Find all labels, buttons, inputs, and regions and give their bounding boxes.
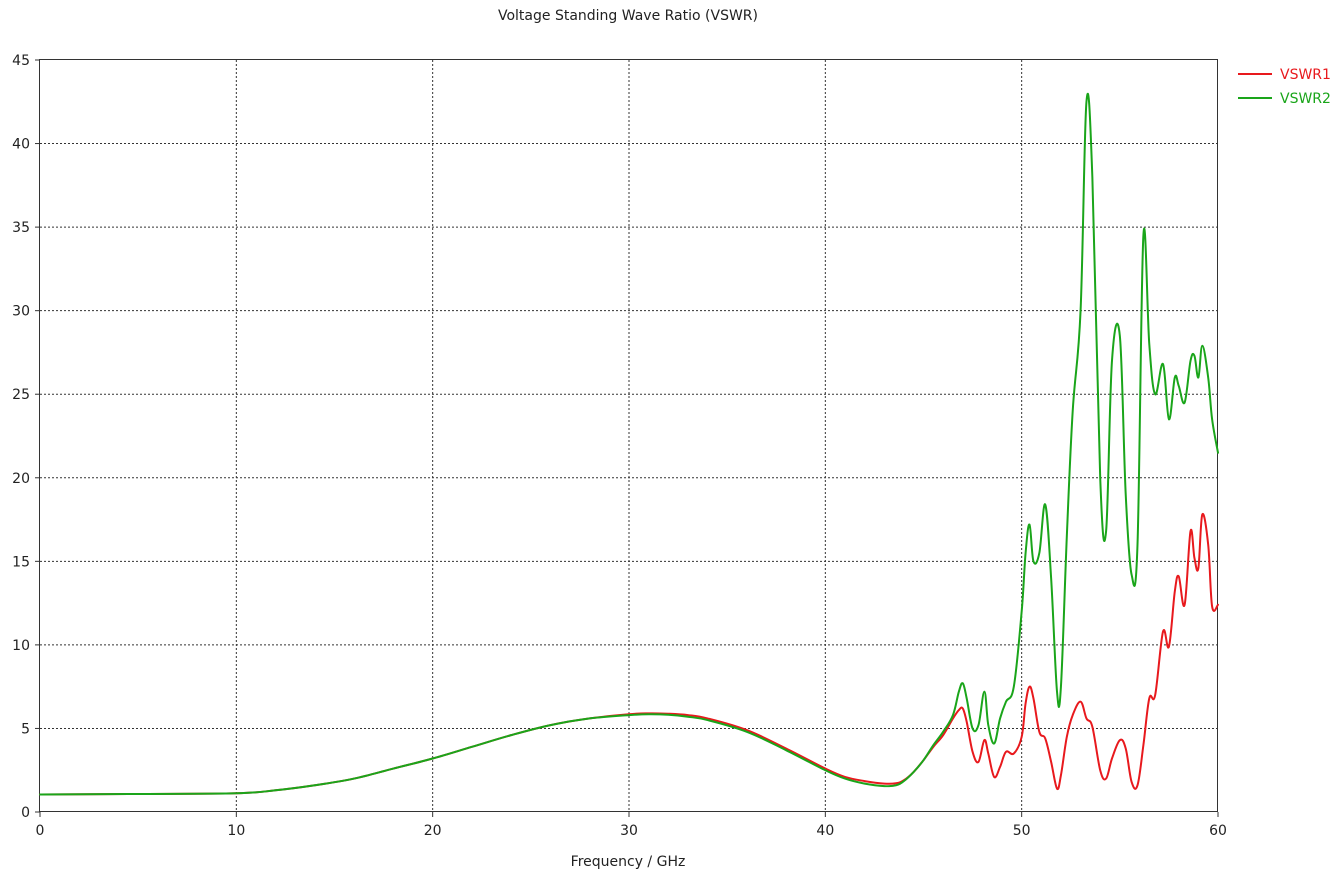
grid-lines: [40, 60, 1218, 812]
x-tick-label: 10: [227, 823, 245, 839]
plot-frame: [39, 59, 1218, 812]
y-tick-label: 5: [21, 721, 30, 737]
x-tick-label: 40: [816, 823, 834, 839]
legend-label-vswr1: VSWR1: [1280, 67, 1331, 83]
x-tick-label: 60: [1209, 823, 1227, 839]
y-tick-label: 0: [21, 805, 30, 821]
series-lines: [39, 92, 1219, 796]
x-tick-label: 0: [36, 823, 45, 839]
y-tick-label: 35: [12, 220, 30, 236]
legend: VSWR1 VSWR2: [1238, 67, 1331, 107]
x-axis-label: Frequency / GHz: [571, 854, 686, 870]
y-axis: 0 5 10 15 20 25 30 35 40 45: [12, 53, 40, 821]
x-tick-label: 30: [620, 823, 638, 839]
x-tick-label: 50: [1013, 823, 1031, 839]
y-tick-label: 25: [12, 387, 30, 403]
series-line-vswr2: [39, 92, 1219, 796]
y-tick-label: 40: [12, 137, 30, 153]
y-tick-label: 30: [12, 304, 30, 320]
x-axis: 0 10 20 30 40 50 60: [36, 812, 1227, 839]
legend-label-vswr2: VSWR2: [1280, 91, 1331, 107]
y-tick-label: 15: [12, 554, 30, 570]
y-tick-label: 10: [12, 638, 30, 654]
chart-title: Voltage Standing Wave Ratio (VSWR): [498, 8, 758, 24]
y-tick-label: 45: [12, 53, 30, 69]
x-tick-label: 20: [424, 823, 442, 839]
y-tick-label: 20: [12, 471, 30, 487]
